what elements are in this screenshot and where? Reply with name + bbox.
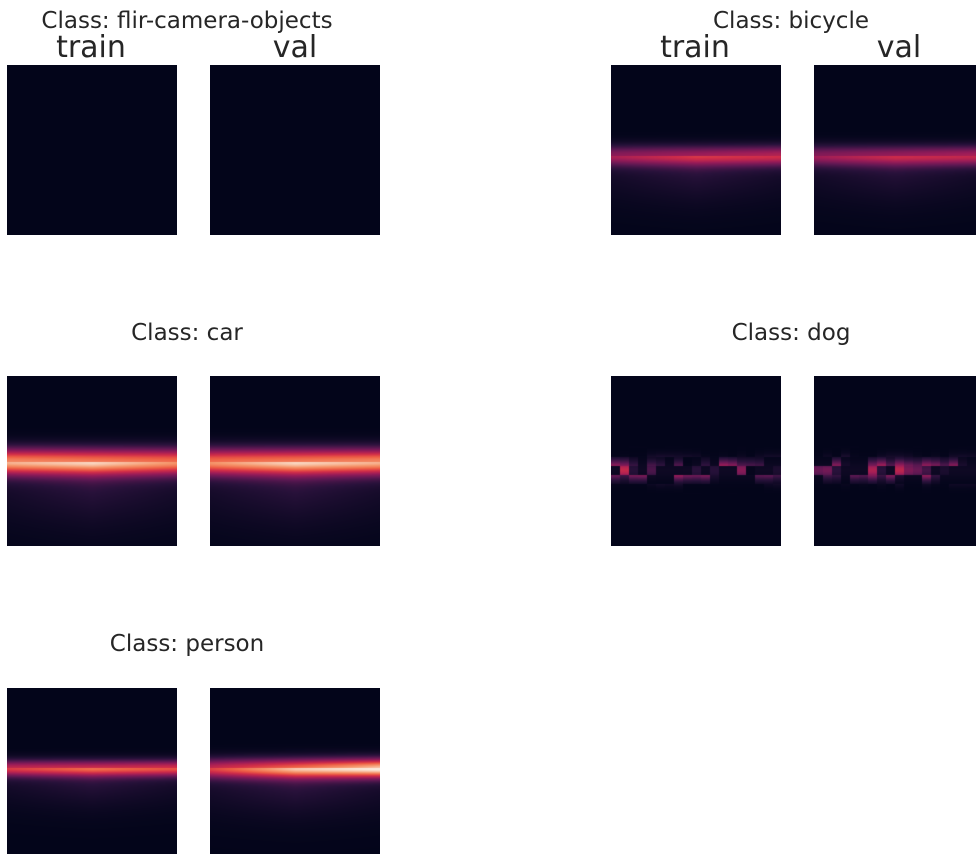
class-title-flir-camera-objects: Class: flir-camera-objects: [41, 8, 333, 34]
split-label-train-bicycle: train: [660, 30, 730, 65]
heatmap-car-val: [210, 376, 380, 546]
split-label-val-bicycle: val: [876, 30, 922, 65]
heatmap-dog-val: [814, 376, 976, 546]
heatmap-flir-camera-objects-val: [210, 65, 380, 235]
heatmap-car-train: [7, 376, 177, 546]
heatmap-person-train: [7, 688, 177, 854]
heatmap-bicycle-train: [611, 65, 781, 235]
class-title-bicycle: Class: bicycle: [712, 8, 870, 34]
class-title-car: Class: car: [131, 320, 243, 346]
class-title-person: Class: person: [109, 631, 265, 657]
class-title-dog: Class: dog: [731, 320, 851, 346]
split-label-train-flir-camera-objects: train: [56, 30, 126, 65]
heatmap-dog-train: [611, 376, 781, 546]
heatmap-person-val: [210, 688, 380, 854]
heatmap-bicycle-val: [814, 65, 976, 235]
heatmap-flir-camera-objects-train: [7, 65, 177, 235]
split-label-val-flir-camera-objects: val: [272, 30, 318, 65]
